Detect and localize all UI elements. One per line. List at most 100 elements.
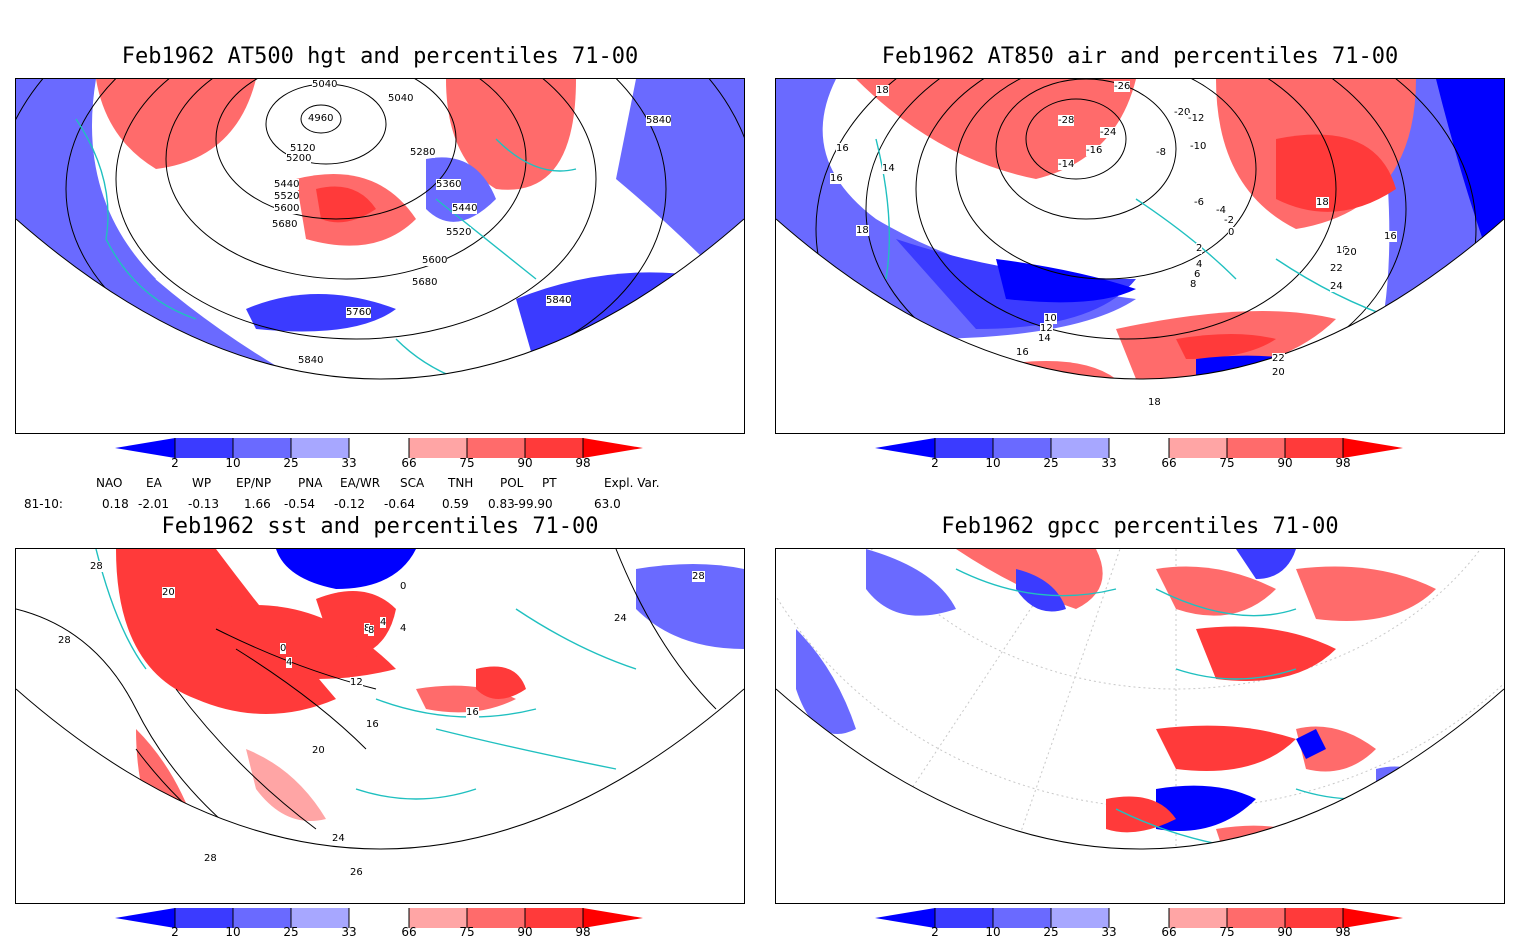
contour-label: 2 <box>1196 243 1203 254</box>
index-value: 63.0 <box>594 497 621 511</box>
colorbar-label: 33 <box>341 925 357 939</box>
contour-label: 5520 <box>446 227 472 238</box>
colorbar-label: 75 <box>459 925 475 939</box>
contour-label: 20 <box>1344 247 1357 258</box>
colorbar-label: 25 <box>1043 456 1059 470</box>
contour-label: 4960 <box>308 113 334 124</box>
colorbar-label: 98 <box>1335 925 1351 939</box>
contour-label: 4 <box>286 657 293 668</box>
colorbar-label: 25 <box>1043 925 1059 939</box>
colorbar-label: 98 <box>1335 456 1351 470</box>
panel-2-title: Feb1962 AT850 air and percentiles 71-00 <box>881 44 1399 69</box>
contour-label: 4 <box>400 623 407 634</box>
colorbar-1 <box>115 438 643 458</box>
contour-label: 5840 <box>646 115 672 126</box>
contour-label: 5680 <box>412 277 438 288</box>
contour-label: 20 <box>162 587 175 598</box>
contour-label: 28 <box>204 853 217 864</box>
colorbar-label: 90 <box>517 456 533 470</box>
colorbar-label: 2 <box>931 456 939 470</box>
contour-label: 8 <box>364 623 371 634</box>
colorbar-label: 10 <box>225 925 241 939</box>
colorbar-2 <box>875 438 1403 458</box>
index-header: EA/WR <box>340 476 381 490</box>
contour-label: 5680 <box>272 219 298 230</box>
contour-label: 28 <box>58 635 71 646</box>
map-3-svg <box>16 549 744 850</box>
contour-label: 14 <box>1038 333 1051 344</box>
contour-label: -12 <box>1188 113 1205 124</box>
index-header: PNA <box>298 476 323 490</box>
contour-label: 20 <box>1272 367 1285 378</box>
colorbar-label: 90 <box>1277 925 1293 939</box>
colorbar-label: 25 <box>283 456 299 470</box>
map-panel-1: 5040 5040 4960 5120 5200 5280 5360 5440 … <box>15 78 745 434</box>
index-value: 0.18 <box>102 497 129 511</box>
map-1-svg <box>16 79 744 380</box>
colorbar-label: 90 <box>517 925 533 939</box>
contour-label: 5520 <box>274 191 300 202</box>
contour-label: 24 <box>332 833 345 844</box>
contour-label: 0 <box>400 581 407 592</box>
panel-1-title: Feb1962 AT500 hgt and percentiles 71-00 <box>121 44 639 69</box>
contour-label: -26 <box>1114 81 1131 92</box>
contour-label: 10 <box>1044 313 1057 324</box>
contour-label: 4 <box>1196 259 1203 270</box>
contour-label: 5360 <box>436 179 462 190</box>
colorbar-label: 75 <box>459 456 475 470</box>
colorbar-label: 66 <box>1161 925 1177 939</box>
colorbar-label: 10 <box>985 925 1001 939</box>
contour-label: 5040 <box>312 79 338 90</box>
contour-label: 20 <box>312 745 325 756</box>
contour-label: 28 <box>90 561 103 572</box>
contour-label: 5200 <box>286 153 312 164</box>
contour-label: -2 <box>1224 215 1234 226</box>
contour-label: 8 <box>1190 279 1197 290</box>
contour-label: 28 <box>692 571 705 582</box>
colorbar-label: 2 <box>931 925 939 939</box>
panel-4-title: Feb1962 gpcc percentiles 71-00 <box>941 514 1339 539</box>
contour-label: 5440 <box>452 203 478 214</box>
index-header: POL <box>500 476 524 490</box>
contour-labels-1: 5040 5040 4960 5120 5200 5280 5360 5440 … <box>16 79 744 433</box>
contour-label: 24 <box>614 613 627 624</box>
contour-label: 0 <box>1228 227 1235 238</box>
contour-label: 16 <box>836 143 849 154</box>
contour-label: 24 <box>1330 281 1343 292</box>
colorbar-label: 98 <box>575 456 591 470</box>
contour-label: -16 <box>1086 145 1103 156</box>
index-header: EA <box>146 476 162 490</box>
index-header: EP/NP <box>236 476 272 490</box>
colorbar-label: 90 <box>1277 456 1293 470</box>
contour-label: 5600 <box>422 255 448 266</box>
map-panel-2: 18 16 16 14 18 -26 -28 -24 -20 -16 -14 -… <box>775 78 1505 434</box>
colorbar-label: 33 <box>341 456 357 470</box>
contour-label: 5040 <box>388 93 414 104</box>
contour-label: -28 <box>1058 115 1075 126</box>
map-panel-4 <box>775 548 1505 904</box>
colorbar-label: 10 <box>985 456 1001 470</box>
contour-label: 0 <box>280 643 287 654</box>
contour-label: 16 <box>466 707 479 718</box>
index-row-label: 81-10: <box>24 497 63 511</box>
colorbar-label: 75 <box>1219 456 1235 470</box>
contour-label: 26 <box>350 867 363 878</box>
contour-label: 16 <box>830 173 843 184</box>
contour-label: -20 <box>1174 107 1191 118</box>
colorbar-label: 66 <box>1161 456 1177 470</box>
colorbar-label: 10 <box>225 456 241 470</box>
index-value: 0.83 <box>488 497 515 511</box>
colorbar-label: 75 <box>1219 925 1235 939</box>
contour-labels-3: 28 20 28 0 4 8 12 16 20 24 28 26 24 4 8 … <box>16 549 744 903</box>
contour-label: -8 <box>1156 147 1166 158</box>
colorbar-label: 2 <box>171 456 179 470</box>
contour-label: 18 <box>856 225 869 236</box>
colorbar-label: 33 <box>1101 456 1117 470</box>
contour-label: 5840 <box>546 295 572 306</box>
map-4-svg <box>776 549 1504 850</box>
colorbar-3 <box>115 908 643 928</box>
index-header: PT <box>542 476 557 490</box>
index-header: NAO <box>96 476 123 490</box>
colorbar-label: 33 <box>1101 925 1117 939</box>
contour-label: 18 <box>1148 397 1161 408</box>
